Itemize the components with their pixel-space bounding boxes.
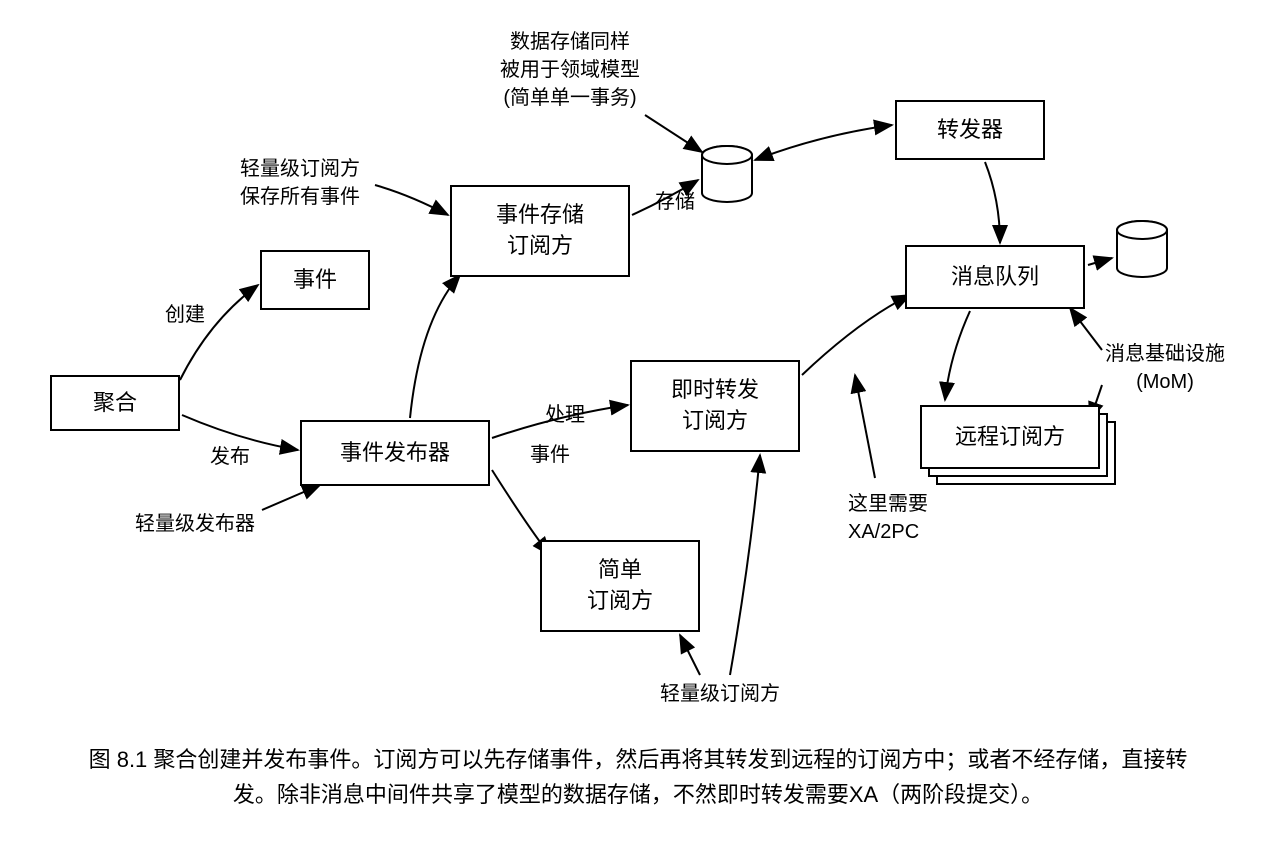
- node-label: 事件发布器: [340, 438, 450, 469]
- node-label: 转发器: [937, 115, 1003, 146]
- annotation-xa-2pc: 这里需要 XA/2PC: [848, 490, 928, 546]
- cylinder-storage-2: [1115, 220, 1169, 285]
- node-event: 事件: [260, 250, 370, 310]
- edge-label-create: 创建: [165, 298, 205, 327]
- cylinder-storage-1: [700, 145, 754, 210]
- edge-label-store: 存储: [655, 185, 695, 214]
- node-label: 简单 订阅方: [587, 555, 653, 617]
- node-simple-sub: 简单 订阅方: [540, 540, 700, 632]
- annotation-light-publisher: 轻量级发布器: [135, 510, 255, 538]
- annotation-light-sub: 轻量级订阅方: [660, 680, 780, 708]
- annotation-light-sub-all: 轻量级订阅方 保存所有事件: [240, 155, 360, 211]
- node-message-queue: 消息队列: [905, 245, 1085, 309]
- edge-label-process: 处理: [545, 398, 585, 427]
- edge-label-event: 事件: [530, 438, 570, 467]
- node-label: 消息队列: [951, 262, 1039, 293]
- annotation-data-storage: 数据存储同样 被用于领域模型 (简单单一事务): [500, 28, 640, 112]
- node-forwarder: 转发器: [895, 100, 1045, 160]
- node-aggregate: 聚合: [50, 375, 180, 431]
- annotation-mom: 消息基础设施 (MoM): [1105, 340, 1225, 396]
- event-flow-diagram: 聚合 事件 事件发布器 事件存储 订阅方 即时转发 订阅方 简单 订阅方 转发器…: [0, 0, 1276, 842]
- figure-caption: 图 8.1 聚合创建并发布事件。订阅方可以先存储事件，然后再将其转发到远程的订阅…: [80, 742, 1196, 812]
- node-label: 事件: [293, 265, 337, 296]
- node-label: 事件存储 订阅方: [496, 200, 584, 262]
- node-label: 即时转发 订阅方: [671, 375, 759, 437]
- edge-label-publish: 发布: [210, 440, 250, 469]
- node-remote-sub-stack: 远程订阅方: [920, 405, 1100, 469]
- node-instant-forward-sub: 即时转发 订阅方: [630, 360, 800, 452]
- node-publisher: 事件发布器: [300, 420, 490, 486]
- node-label: 远程订阅方: [955, 422, 1065, 453]
- node-label: 聚合: [93, 388, 137, 419]
- node-event-store-sub: 事件存储 订阅方: [450, 185, 630, 277]
